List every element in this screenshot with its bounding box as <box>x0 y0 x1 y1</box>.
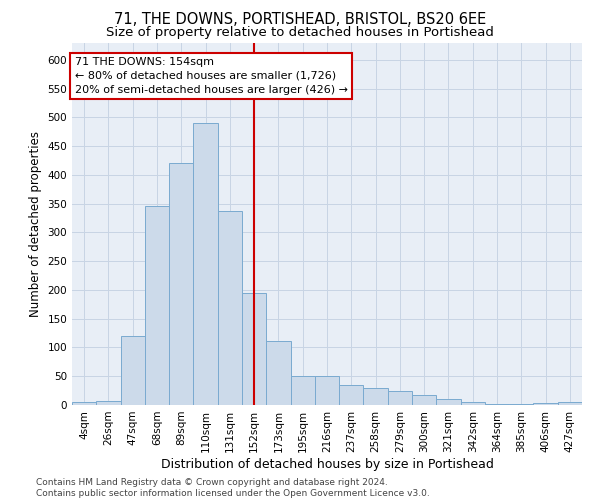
Bar <box>72 402 96 405</box>
Bar <box>364 388 388 405</box>
Bar <box>218 210 242 405</box>
Text: 71 THE DOWNS: 154sqm
← 80% of detached houses are smaller (1,726)
20% of semi-de: 71 THE DOWNS: 154sqm ← 80% of detached h… <box>74 57 347 95</box>
Bar <box>242 293 266 405</box>
Bar <box>315 376 339 405</box>
Bar <box>290 376 315 405</box>
Bar <box>388 390 412 405</box>
Y-axis label: Number of detached properties: Number of detached properties <box>29 130 42 317</box>
Bar <box>436 399 461 405</box>
Bar <box>558 402 582 405</box>
Bar <box>169 164 193 405</box>
Text: 71, THE DOWNS, PORTISHEAD, BRISTOL, BS20 6EE: 71, THE DOWNS, PORTISHEAD, BRISTOL, BS20… <box>114 12 486 28</box>
Bar <box>509 404 533 405</box>
Bar <box>485 404 509 405</box>
Bar <box>145 206 169 405</box>
Bar <box>461 402 485 405</box>
Bar <box>266 340 290 405</box>
Bar <box>121 336 145 405</box>
Bar <box>193 123 218 405</box>
Text: Contains HM Land Registry data © Crown copyright and database right 2024.
Contai: Contains HM Land Registry data © Crown c… <box>36 478 430 498</box>
X-axis label: Distribution of detached houses by size in Portishead: Distribution of detached houses by size … <box>161 458 493 470</box>
Bar <box>96 401 121 405</box>
Bar <box>533 402 558 405</box>
Bar <box>412 394 436 405</box>
Bar <box>339 386 364 405</box>
Text: Size of property relative to detached houses in Portishead: Size of property relative to detached ho… <box>106 26 494 39</box>
